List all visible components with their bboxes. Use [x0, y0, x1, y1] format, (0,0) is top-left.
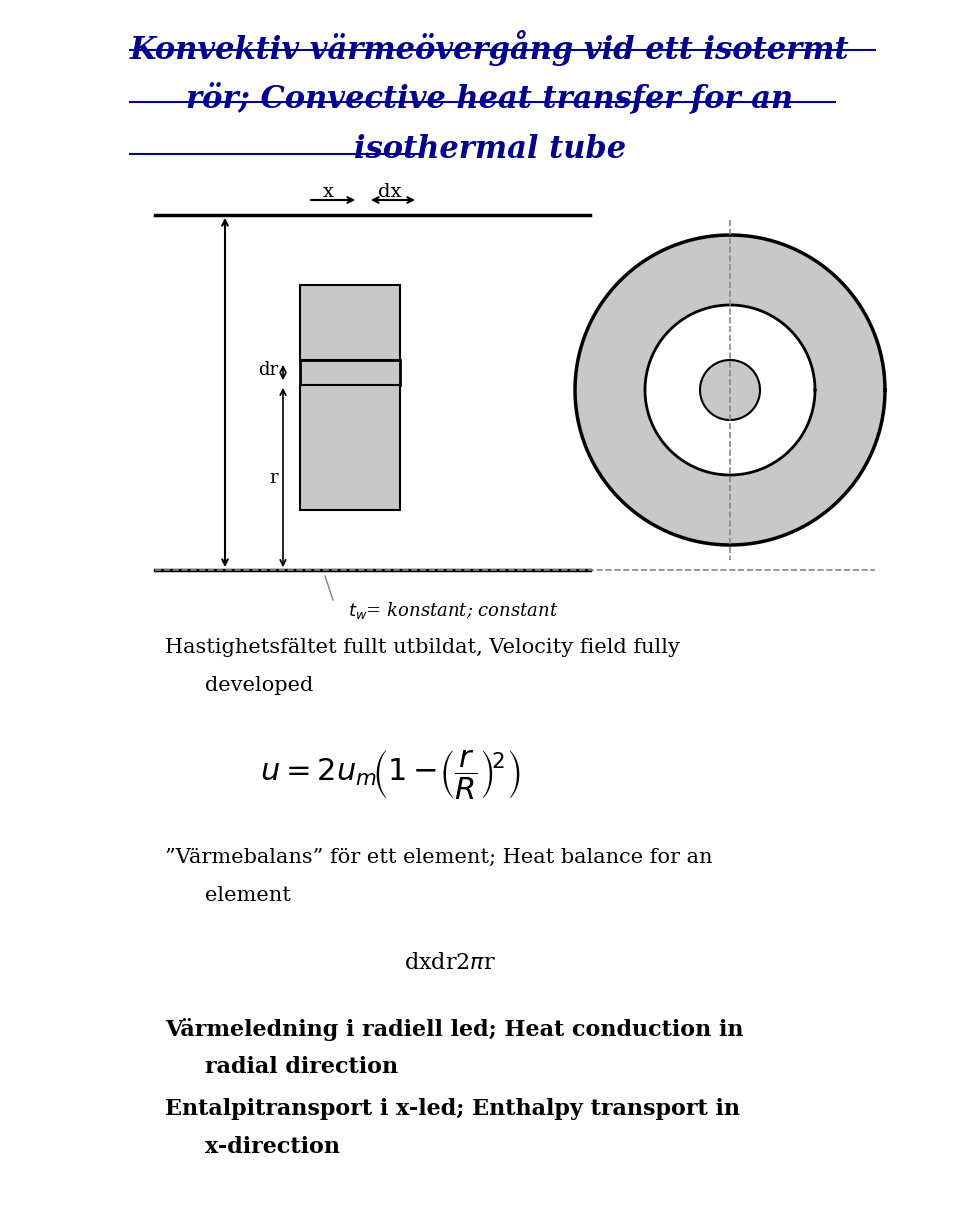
Bar — [300, 360, 400, 385]
Text: dr: dr — [258, 360, 278, 379]
Bar — [300, 385, 400, 510]
Text: Konvektiv värmeövergång vid ett isotermt: Konvektiv värmeövergång vid ett isotermt — [131, 29, 850, 66]
Circle shape — [645, 305, 815, 474]
Text: radial direction: radial direction — [205, 1056, 398, 1078]
Text: r: r — [270, 470, 278, 487]
Circle shape — [575, 235, 885, 546]
Text: Entalpitransport i x-led; Enthalpy transport in: Entalpitransport i x-led; Enthalpy trans… — [165, 1098, 740, 1121]
Circle shape — [700, 360, 760, 421]
Text: x: x — [323, 183, 333, 201]
Text: Värmeledning i radiell led; Heat conduction in: Värmeledning i radiell led; Heat conduct… — [165, 1018, 743, 1041]
Text: isothermal tube: isothermal tube — [354, 134, 626, 166]
Text: developed: developed — [205, 676, 313, 695]
Text: $u = 2u_m\!\left(1-\!\left(\dfrac{r}{R}\right)^{\!2}\right)$: $u = 2u_m\!\left(1-\!\left(\dfrac{r}{R}\… — [260, 749, 520, 802]
Text: Hastighetsfältet fullt utbildat, Velocity field fully: Hastighetsfältet fullt utbildat, Velocit… — [165, 638, 680, 657]
Text: element: element — [205, 886, 291, 905]
Text: ”Värmebalans” för ett element; Heat balance for an: ”Värmebalans” för ett element; Heat bala… — [165, 848, 712, 867]
Text: rör; Convective heat transfer for an: rör; Convective heat transfer for an — [186, 82, 794, 114]
Text: x-direction: x-direction — [205, 1137, 340, 1159]
Text: dx: dx — [378, 183, 401, 201]
Text: $t_w$= konstant; constant: $t_w$= konstant; constant — [348, 600, 559, 622]
Bar — [300, 284, 400, 360]
Text: dxdr2$\pi$r: dxdr2$\pi$r — [404, 953, 496, 973]
